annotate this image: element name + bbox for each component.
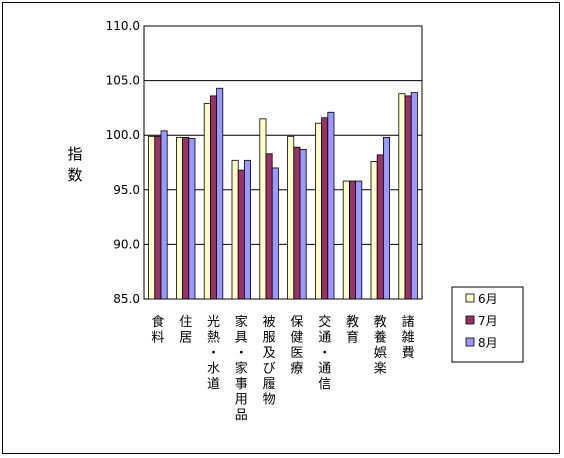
y-tick-labels: 85.0 90.0 95.0 100.0 105.0 110.0 bbox=[106, 19, 140, 306]
bar bbox=[404, 95, 412, 300]
legend-swatch bbox=[465, 293, 475, 303]
bar bbox=[203, 103, 211, 300]
y-tick-label: 90.0 bbox=[113, 237, 140, 251]
category-label: 家具・家事用品 bbox=[235, 314, 248, 423]
bar bbox=[410, 92, 418, 300]
category-label: 保健医療 bbox=[290, 315, 303, 377]
bar bbox=[271, 167, 279, 300]
category-label: 諸雑費 bbox=[402, 314, 415, 361]
bar bbox=[376, 154, 384, 300]
bar bbox=[175, 136, 183, 300]
bar bbox=[293, 146, 301, 300]
bar bbox=[342, 180, 350, 300]
y-tick-label: 100.0 bbox=[106, 128, 140, 142]
legend-label: 7月 bbox=[478, 314, 498, 328]
y-tick-label: 105.0 bbox=[106, 74, 140, 88]
bar bbox=[327, 111, 335, 300]
bar bbox=[348, 180, 356, 300]
bar bbox=[355, 180, 363, 300]
y-tick-label: 110.0 bbox=[106, 19, 140, 33]
category-label: 食料 bbox=[151, 314, 164, 346]
legend-label: 8月 bbox=[478, 336, 498, 350]
category-label: 教育 bbox=[346, 314, 359, 346]
category-label: 被服及び履物 bbox=[263, 315, 276, 408]
legend-swatch bbox=[465, 337, 475, 347]
bar bbox=[154, 135, 162, 300]
y-tick-label: 95.0 bbox=[113, 183, 140, 197]
bar bbox=[188, 138, 196, 300]
bar bbox=[182, 136, 190, 300]
bar bbox=[314, 122, 322, 300]
category-label: 住居 bbox=[179, 315, 192, 346]
category-label: 交通・通信 bbox=[318, 314, 331, 392]
legend: 6月 7月 8月 bbox=[451, 286, 524, 363]
bar bbox=[321, 117, 329, 300]
y-axis-label: 指数 bbox=[67, 145, 82, 184]
bar bbox=[243, 159, 251, 300]
bar bbox=[160, 130, 168, 300]
legend-label: 6月 bbox=[478, 292, 498, 306]
bar bbox=[398, 93, 406, 300]
bar bbox=[259, 118, 267, 300]
legend-box bbox=[451, 286, 524, 363]
bar bbox=[209, 95, 217, 300]
legend-swatch bbox=[465, 315, 475, 325]
bar bbox=[216, 87, 224, 300]
category-label: 教養娯楽 bbox=[374, 314, 387, 377]
legend-items: 6月 7月 8月 bbox=[465, 292, 498, 350]
bar bbox=[148, 135, 156, 300]
bar bbox=[370, 161, 378, 300]
bars bbox=[148, 87, 418, 300]
bar bbox=[237, 169, 245, 300]
y-tick-label: 85.0 bbox=[113, 292, 140, 306]
bar bbox=[287, 135, 295, 300]
bar bbox=[299, 148, 307, 300]
bar bbox=[231, 159, 239, 300]
category-label: 光熱・水道 bbox=[207, 315, 220, 392]
bar bbox=[382, 136, 390, 300]
bar bbox=[265, 153, 273, 300]
